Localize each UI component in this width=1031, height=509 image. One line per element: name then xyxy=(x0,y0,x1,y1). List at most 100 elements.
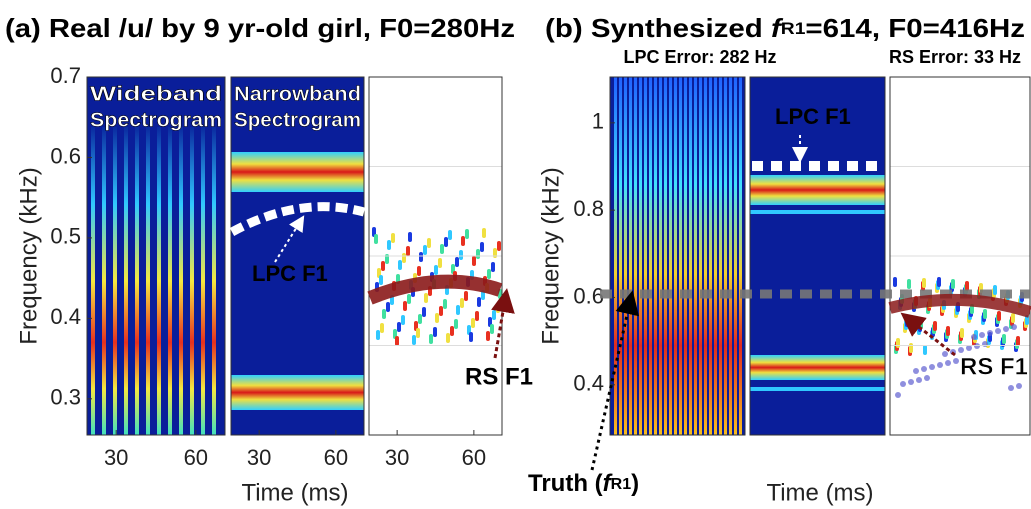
y-axis-label: Frequency (kHz) xyxy=(537,167,564,344)
wideband-stripe xyxy=(649,77,652,435)
reassigned-point xyxy=(439,306,443,316)
x-tick-label: 60 xyxy=(324,445,348,470)
reassigned-point xyxy=(937,277,941,287)
reassigned-point xyxy=(438,258,442,268)
harmonic-band xyxy=(750,387,885,391)
reassigned-point xyxy=(966,345,972,351)
reassigned-point xyxy=(412,335,416,345)
wideband-stripe xyxy=(669,77,672,435)
reassigned-point xyxy=(942,351,948,357)
wideband-stripe xyxy=(614,77,617,435)
reassigned-point xyxy=(1002,334,1006,344)
annotation: RS F1 xyxy=(960,353,1028,380)
reassigned-point xyxy=(953,358,959,364)
reassigned-point xyxy=(993,285,997,295)
reassigned-point xyxy=(395,336,399,346)
title-part: =614, F0=416Hz xyxy=(805,13,1025,43)
reassigned-point xyxy=(448,230,452,240)
y-axis-label: Frequency (kHz) xyxy=(15,167,42,344)
subplot-frame xyxy=(368,76,503,436)
reassigned-point xyxy=(418,314,422,324)
lpc-arrow xyxy=(274,215,305,263)
wideband-stripe xyxy=(201,127,205,435)
subplot-label: Spectrogram xyxy=(372,109,499,131)
wideband-stripe xyxy=(190,127,194,435)
wideband-stripe xyxy=(739,77,742,435)
reassigned-point xyxy=(487,269,491,279)
reassigned-point xyxy=(480,242,484,252)
y-tick-label: 0.4 xyxy=(50,304,81,329)
annotation: LPC F1 xyxy=(252,261,328,286)
reassigned-point xyxy=(482,228,486,238)
wideband-stripe xyxy=(113,127,117,435)
harmonic-band xyxy=(750,355,885,380)
wideband-stripe xyxy=(724,77,727,435)
reassigned-point xyxy=(916,377,922,383)
reassigned-point xyxy=(945,360,951,366)
reassigned-point xyxy=(933,321,937,331)
reassigned-point xyxy=(460,298,464,308)
reassigned-point xyxy=(391,233,395,243)
wideband-stripe xyxy=(146,127,150,435)
subplot-frame xyxy=(749,76,886,436)
rs-arrow xyxy=(900,312,956,357)
reassigned-point xyxy=(455,257,459,267)
reassigned-point xyxy=(450,326,454,336)
reassigned-point xyxy=(491,262,495,272)
wideband-stripe xyxy=(639,77,642,435)
reassigned-point xyxy=(386,302,390,312)
wideband-stripe xyxy=(135,127,139,435)
rs-error: RS Error: 33 Hz xyxy=(889,47,1021,67)
reassigned-point xyxy=(492,310,496,320)
wideband-stripe xyxy=(719,77,722,435)
reassigned-point xyxy=(403,301,407,311)
wideband-stripe xyxy=(124,127,128,435)
spectrogram-bg xyxy=(750,77,885,435)
x-tick-label: 60 xyxy=(184,445,208,470)
reassigned-point xyxy=(997,311,1001,321)
wideband-stripe xyxy=(102,127,106,435)
reassigned-point xyxy=(497,241,501,251)
reassigned-point xyxy=(896,338,900,348)
reassigned-point xyxy=(416,328,420,338)
y-tick-label: 0.7 xyxy=(50,63,81,88)
x-tick-label: 30 xyxy=(385,445,409,470)
harmonic-band xyxy=(750,175,885,205)
reassigned-point xyxy=(456,305,460,315)
wideband-stripe xyxy=(659,77,662,435)
reassigned-point xyxy=(471,318,475,328)
reassigned-point xyxy=(423,245,427,255)
reassigned-point xyxy=(444,237,448,247)
harmonic-band xyxy=(750,210,885,214)
subplot-label: Narrowband xyxy=(759,433,876,455)
reassigned-point xyxy=(496,303,500,313)
reassigned-point xyxy=(490,324,494,334)
reassigned-point xyxy=(440,244,444,254)
wideband-stripe xyxy=(634,77,637,435)
reassigned-point xyxy=(965,281,969,291)
wideband-stripe xyxy=(619,77,622,435)
reassigned-point xyxy=(486,331,490,341)
lpc-error: LPC Error: 282 Hz xyxy=(623,47,776,67)
reassigned-point xyxy=(908,379,914,385)
reassigned-point xyxy=(472,256,476,266)
reassigned-point xyxy=(427,238,431,248)
reassigned-point xyxy=(419,252,423,262)
subplot-label: Spectrogram xyxy=(234,109,361,131)
wideband-stripe xyxy=(168,127,172,435)
y-tick-label: 0.6 xyxy=(50,143,81,168)
wideband-stripe xyxy=(694,77,697,435)
reassigned-point xyxy=(913,368,919,374)
reassigned-point xyxy=(924,375,930,381)
title-part: R1 xyxy=(781,19,806,38)
reassigned-point xyxy=(907,279,911,289)
reassigned-point xyxy=(435,313,439,323)
y-tick-label: 0.3 xyxy=(50,385,81,410)
reassigned-point xyxy=(469,332,473,342)
wideband-stripe xyxy=(629,77,632,435)
truth-part: ) xyxy=(631,470,639,497)
harmonic-band xyxy=(231,375,364,410)
reassigned-point xyxy=(958,347,964,353)
reassigned-point xyxy=(475,311,479,321)
